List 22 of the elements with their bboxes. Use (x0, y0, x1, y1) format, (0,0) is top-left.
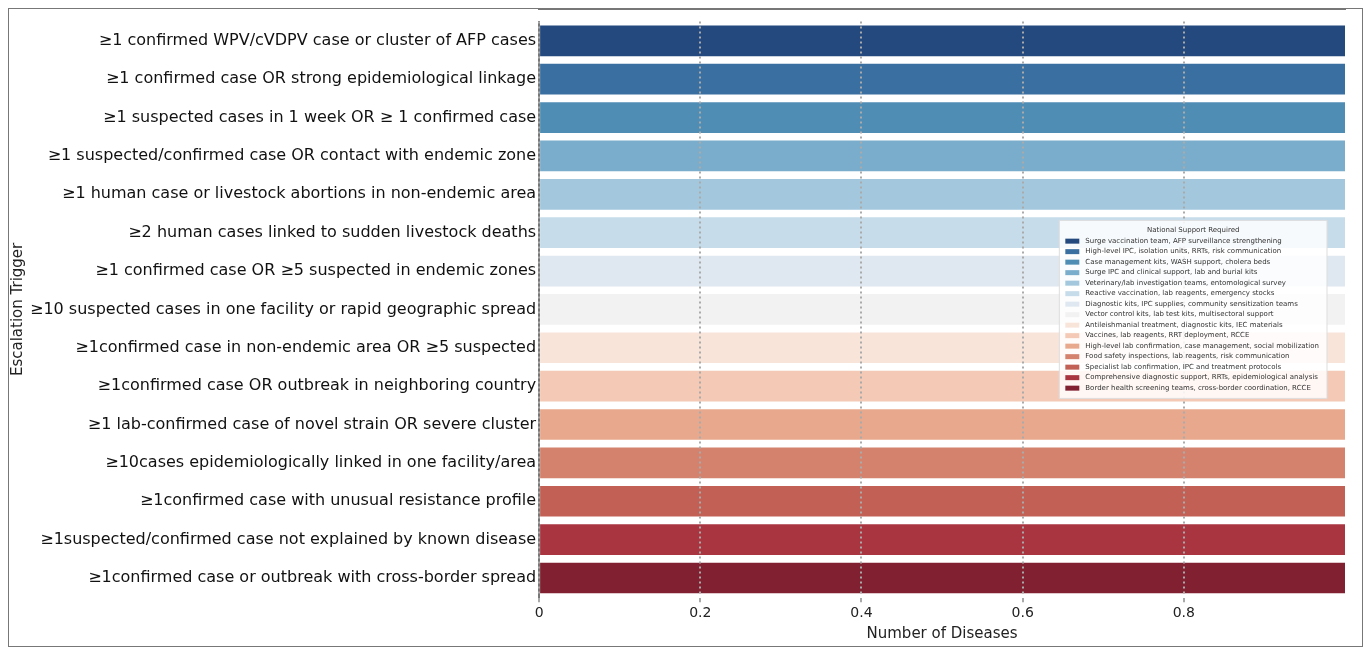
y-tick-label: ≥1confirmed case OR outbreak in neighboring country (97, 375, 537, 395)
x-tick-label: 0.6 (1011, 604, 1034, 621)
y-tick-label: ≥10cases epidemiologically linked in one facility/area (105, 452, 537, 472)
y-tick-label: ≥1confirmed case or outbreak with cross-border spread (88, 567, 537, 587)
y-tick-label: ≥1 suspected cases in 1 week OR ≥ 1 confirmed case (103, 106, 537, 126)
x-axis-title: Number of Diseases (866, 623, 1018, 642)
y-tick-label: ≥2 human cases linked to sudden livestock deaths (128, 221, 537, 241)
y-tick-label: ≥1suspected/confirmed case not explained by known disease (40, 528, 537, 548)
y-tick-label: ≥1 confirmed WPV/cVDPV case or cluster of AFP cases (98, 29, 537, 49)
x-tick-label: 0.8 (1172, 604, 1195, 621)
y-tick-label: ≥1 confirmed case OR ≥5 suspected in endemic zones (95, 260, 537, 280)
y-tick-label: ≥1confirmed case in non-endemic area OR ≥5 suspected (75, 336, 537, 356)
x-tick-label: 0.2 (689, 604, 712, 621)
x-tick-label: 0 (534, 604, 544, 621)
y-axis-title: Escalation Trigger (7, 241, 26, 377)
y-tick-label: ≥1 confirmed case OR strong epidemiological linkage (105, 68, 537, 88)
y-tick-label: ≥1 lab-confirmed case of novel strain OR severe cluster (87, 413, 537, 433)
x-tick-label: 0.4 (850, 604, 873, 621)
y-tick-label: ≥1confirmed case with unusual resistance profile (139, 490, 537, 510)
y-tick-label: ≥1 human case or livestock abortions in non-endemic area (61, 183, 537, 203)
y-tick-label: ≥1 suspected/confirmed case OR contact with endemic zone (47, 145, 537, 165)
y-tick-label: ≥10 suspected cases in one facility or rapid geographic spread (30, 298, 537, 318)
